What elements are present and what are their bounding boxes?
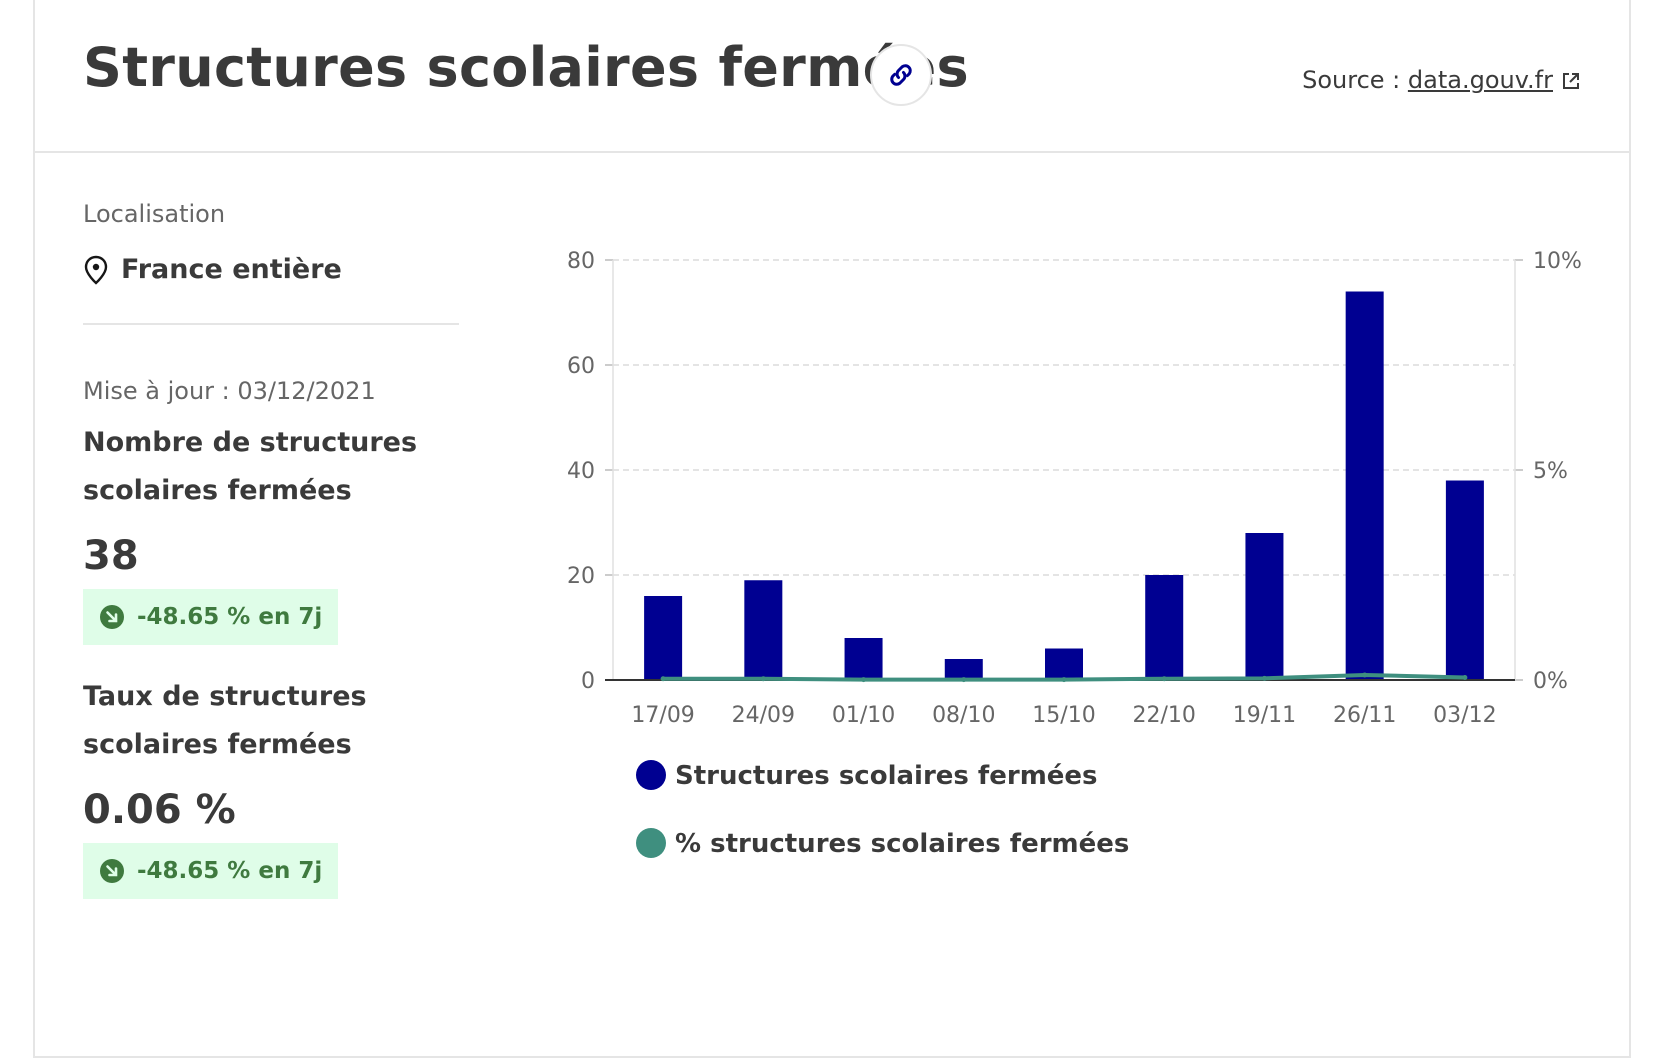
line-point [1161,676,1167,682]
kpi-count-trend-badge: -48.65 % en 7j [83,589,339,645]
chart-card: Structures scolaires fermées Source : da… [33,0,1631,1058]
bar [1445,480,1484,680]
legend-swatch [636,760,666,790]
combo-chart: 0 20 40 60 80 0% 5% 10% 17/09 24/09 01/10 08/10 15/1… [567,249,1582,859]
update-date: Mise à jour : 03/12/2021 [83,377,376,405]
line-point [1061,677,1067,683]
x-tick-label: 22/10 [1133,703,1196,728]
x-tick-label: 26/11 [1333,703,1396,728]
y-tick-label: 60 [567,354,595,379]
source-attribution: Source : data.gouv.fr [1302,66,1581,94]
location-label: Localisation [83,200,226,228]
line-point [1362,672,1368,678]
legend-label: Structures scolaires fermées [675,761,1098,791]
y-tick-label: 40 [567,459,595,484]
indicator-panel: Localisation France entière Mise à jour … [83,200,459,899]
y-tick-label: 80 [567,249,595,274]
map-pin-icon [84,255,108,285]
x-tick-label: 03/12 [1433,703,1496,728]
line-point [760,676,766,682]
x-tick-label: 15/10 [1032,703,1095,728]
page-title: Structures scolaires fermées [83,36,969,99]
x-tick-label: 19/11 [1233,703,1296,728]
line-point [1462,674,1468,680]
bar [944,659,983,680]
x-tick-label: 17/09 [631,703,694,728]
card-header: Structures scolaires fermées Source : da… [35,0,1629,153]
kpi-rate-value: 0.06 % [83,787,236,833]
source-link[interactable]: data.gouv.fr [1408,66,1581,94]
y-tick-label: 20 [567,564,595,589]
line-point [961,677,967,683]
bar [1145,575,1184,680]
kpi-count-title: Nombre de structures scolaires fermées [83,419,459,515]
bar [1045,648,1083,680]
trend-down-icon [100,605,124,629]
x-tick-label: 24/09 [732,703,795,728]
bar [1345,291,1384,680]
trend-down-icon [100,859,124,883]
kpi-rate-title-line1: Taux de structures [83,681,367,712]
kpi-count-value: 38 [83,533,139,579]
legend-swatch [636,828,666,858]
kpi-count-title-line1: Nombre de structures [83,427,418,458]
x-tick-label: 01/10 [832,703,895,728]
kpi-count-title-line2: scolaires fermées [83,475,352,506]
line-point [861,677,867,683]
y2-tick-label: 0% [1533,669,1568,694]
bar [644,596,683,680]
link-icon [890,64,912,86]
source-link-label: data.gouv.fr [1407,66,1553,94]
line-point [1261,675,1267,681]
x-tick-label: 08/10 [932,703,995,728]
y2-tick-label: 10% [1533,249,1582,274]
location-selector[interactable]: France entière [83,254,459,285]
y-tick-label: 0 [581,669,595,694]
chart-area: 0 20 40 60 80 0% 5% 10% 17/09 24/09 01/10 08/10 15/1… [555,230,1625,930]
kpi-rate-trend-badge: -48.65 % en 7j [83,843,339,899]
source-prefix: Source : [1302,66,1408,94]
divider [83,323,459,325]
kpi-rate-trend: -48.65 % en 7j [137,858,323,884]
legend-label: % structures scolaires fermées [675,829,1129,859]
location-value: France entière [121,254,342,285]
copy-link-button[interactable] [870,44,932,106]
kpi-rate-title-line2: scolaires fermées [83,729,352,760]
kpi-rate-title: Taux de structures scolaires fermées [83,673,459,769]
y2-tick-label: 5% [1533,459,1568,484]
kpi-count-trend: -48.65 % en 7j [137,604,323,630]
bar [844,638,883,680]
bar [1245,533,1284,680]
external-link-icon [1563,73,1579,89]
bar [744,580,783,680]
line-point [660,676,666,682]
